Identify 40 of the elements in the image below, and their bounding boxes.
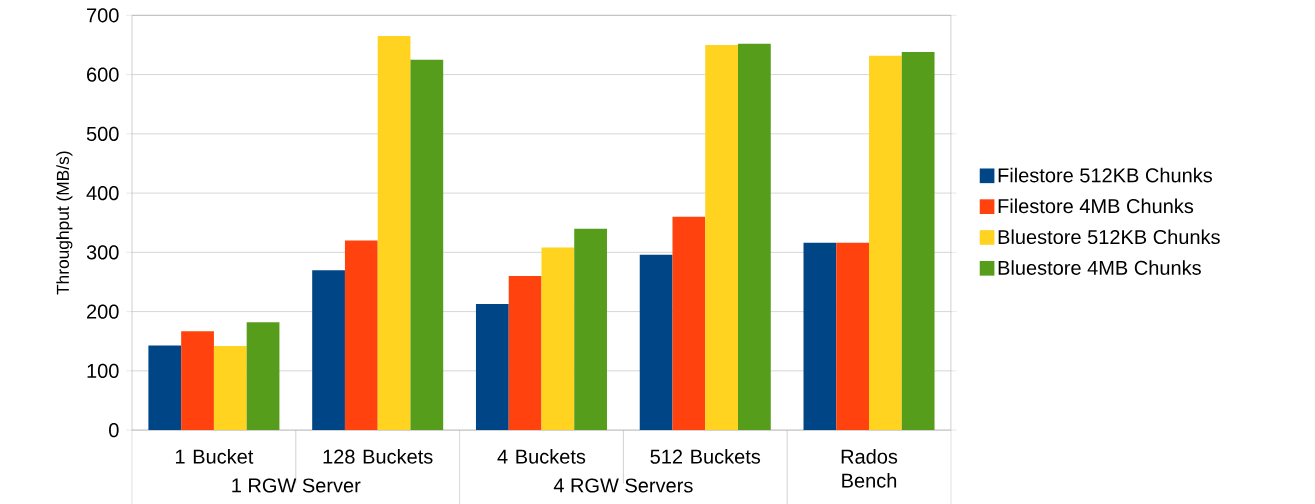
bar — [574, 228, 607, 431]
x-tick-label: 1 Bucket — [175, 448, 254, 464]
legend-label: Bluestore 512KB Chunks — [998, 229, 1220, 245]
bar — [672, 216, 706, 431]
y-tick-label: 600 — [87, 67, 119, 82]
bar — [836, 242, 870, 431]
bar — [803, 242, 837, 431]
y-tick-label: 0 — [109, 422, 119, 438]
bar — [639, 254, 673, 431]
y-tick-label: 200 — [87, 304, 119, 319]
bar — [508, 275, 542, 431]
y-tick-label: 300 — [86, 245, 119, 260]
bar — [377, 36, 411, 431]
bar — [738, 43, 771, 431]
bar — [901, 52, 935, 431]
bar — [181, 331, 214, 431]
bar — [475, 303, 509, 431]
bar — [344, 240, 378, 431]
bar — [213, 345, 247, 431]
legend-label: Bluestore 4MB Chunks — [998, 260, 1201, 275]
x-tick-label: 4 Buckets — [497, 448, 586, 464]
bar — [705, 44, 738, 431]
x-tick-label: Rados Bench — [841, 448, 898, 488]
bar — [246, 322, 280, 431]
x-tick-label: 128 Buckets — [323, 448, 433, 464]
bar — [312, 270, 345, 431]
y-tick-label: 500 — [86, 126, 119, 141]
bar — [148, 345, 182, 431]
bar — [410, 59, 444, 431]
legend-label: Filestore 512KB Chunks — [998, 167, 1213, 183]
text: 1 RGW Server — [232, 478, 361, 493]
bar — [541, 247, 575, 431]
y-axis-title: Throughput (MB/s) — [56, 151, 73, 295]
bar — [869, 55, 902, 431]
text: 4 RGW Servers — [553, 478, 693, 493]
y-tick-label: 100 — [87, 363, 119, 378]
y-tick-label: 700 — [87, 8, 119, 23]
y-tick-label: 400 — [86, 185, 119, 201]
x-tick-label: 512 Buckets — [650, 448, 761, 464]
legend-label: Filestore 4MB Chunks — [998, 198, 1194, 214]
